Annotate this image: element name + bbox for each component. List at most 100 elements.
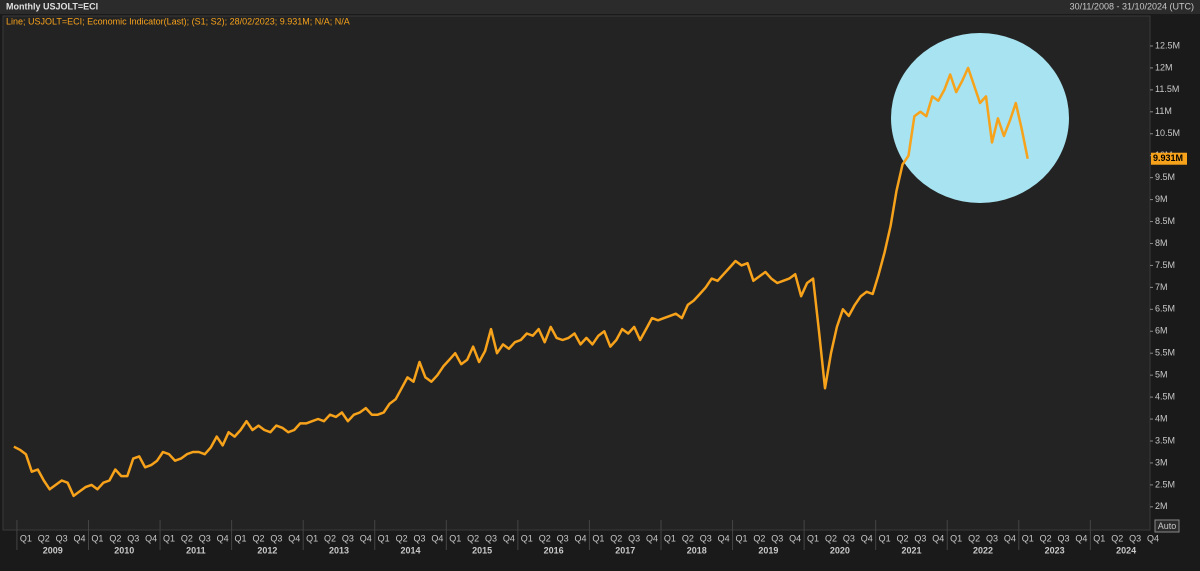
- x-quarter-label: Q2: [324, 533, 336, 543]
- x-quarter-label: Q3: [127, 533, 139, 543]
- y-tick-label: 12M: [1155, 62, 1173, 72]
- highlight-circle: [891, 33, 1069, 203]
- x-year-label: 2020: [830, 545, 850, 555]
- last-value-tag: [1151, 152, 1187, 165]
- x-quarter-label: Q3: [485, 533, 497, 543]
- chart-title: Monthly USJOLT=ECI: [6, 1, 98, 11]
- x-quarter-label: Q3: [56, 533, 68, 543]
- x-quarter-label: Q1: [378, 533, 390, 543]
- x-quarter-label: Q3: [771, 533, 783, 543]
- x-quarter-label: Q2: [467, 533, 479, 543]
- x-quarter-label: Q2: [181, 533, 193, 543]
- y-tick-label: 9.5M: [1155, 172, 1175, 182]
- x-quarter-label: Q1: [664, 533, 676, 543]
- x-quarter-label: Q2: [38, 533, 50, 543]
- x-quarter-label: Q4: [574, 533, 586, 543]
- x-quarter-label: Q4: [1075, 533, 1087, 543]
- x-year-label: 2016: [544, 545, 564, 555]
- x-quarter-label: Q4: [288, 533, 300, 543]
- x-year-label: 2024: [1116, 545, 1136, 555]
- x-quarter-label: Q2: [682, 533, 694, 543]
- y-tick-label: 3.5M: [1155, 435, 1175, 445]
- x-quarter-label: Q4: [217, 533, 229, 543]
- y-tick-label: 9M: [1155, 194, 1168, 204]
- x-quarter-label: Q1: [521, 533, 533, 543]
- x-quarter-label: Q4: [1004, 533, 1016, 543]
- x-quarter-label: Q4: [145, 533, 157, 543]
- y-tick-label: 6.5M: [1155, 304, 1175, 314]
- x-year-label: 2013: [329, 545, 349, 555]
- x-year-label: 2012: [257, 545, 277, 555]
- x-quarter-label: Q1: [1022, 533, 1034, 543]
- y-tick-label: 3M: [1155, 457, 1168, 467]
- auto-button-label[interactable]: Auto: [1158, 521, 1177, 531]
- x-quarter-label: Q4: [503, 533, 515, 543]
- x-quarter-label: Q4: [431, 533, 443, 543]
- x-quarter-label: Q1: [735, 533, 747, 543]
- x-quarter-label: Q4: [1147, 533, 1159, 543]
- x-quarter-label: Q4: [718, 533, 730, 543]
- x-year-label: 2010: [114, 545, 134, 555]
- x-quarter-label: Q3: [986, 533, 998, 543]
- x-quarter-label: Q3: [1129, 533, 1141, 543]
- y-tick-label: 5M: [1155, 370, 1168, 380]
- x-quarter-label: Q3: [199, 533, 211, 543]
- y-tick-label: 4M: [1155, 413, 1168, 423]
- x-quarter-label: Q4: [861, 533, 873, 543]
- x-quarter-label: Q3: [413, 533, 425, 543]
- x-quarter-label: Q3: [557, 533, 569, 543]
- header-bar: [0, 0, 1200, 14]
- y-tick-label: 2.5M: [1155, 479, 1175, 489]
- x-quarter-label: Q4: [74, 533, 86, 543]
- legend-entry: Line; USJOLT=ECI; Economic Indicator(Las…: [6, 16, 350, 26]
- x-year-label: 2022: [973, 545, 993, 555]
- y-tick-label: 12.5M: [1155, 40, 1180, 50]
- date-range: 30/11/2008 - 31/10/2024 (UTC): [1070, 1, 1194, 11]
- x-quarter-label: Q3: [628, 533, 640, 543]
- y-tick-label: 10.5M: [1155, 128, 1180, 138]
- x-quarter-label: Q2: [252, 533, 264, 543]
- x-year-label: 2021: [901, 545, 921, 555]
- x-quarter-label: Q3: [270, 533, 282, 543]
- last-value-label: 9.931M: [1153, 153, 1183, 163]
- x-quarter-label: Q2: [396, 533, 408, 543]
- x-quarter-label: Q1: [950, 533, 962, 543]
- y-tick-label: 11.5M: [1155, 84, 1179, 94]
- series-line: [13, 66, 1029, 498]
- x-year-label: 2023: [1045, 545, 1065, 555]
- x-quarter-label: Q4: [932, 533, 944, 543]
- x-quarter-label: Q1: [306, 533, 318, 543]
- x-year-label: 2011: [186, 545, 206, 555]
- x-quarter-label: Q4: [646, 533, 658, 543]
- x-quarter-label: Q1: [235, 533, 247, 543]
- y-tick-label: 2M: [1155, 501, 1168, 511]
- auto-button[interactable]: [1154, 519, 1180, 533]
- x-year-label: 2014: [401, 545, 421, 555]
- y-tick-label: 8M: [1155, 238, 1168, 248]
- y-tick-label: 4.5M: [1155, 391, 1175, 401]
- y-tick-label: 7.5M: [1155, 260, 1175, 270]
- x-quarter-label: Q3: [914, 533, 926, 543]
- x-quarter-label: Q2: [539, 533, 551, 543]
- x-quarter-label: Q2: [968, 533, 980, 543]
- x-quarter-label: Q3: [700, 533, 712, 543]
- x-quarter-label: Q1: [807, 533, 819, 543]
- x-year-label: 2018: [687, 545, 707, 555]
- x-quarter-label: Q4: [360, 533, 372, 543]
- x-quarter-label: Q3: [1058, 533, 1070, 543]
- y-tick-label: 5.5M: [1155, 348, 1175, 358]
- y-tick-label: 7M: [1155, 282, 1168, 292]
- x-quarter-label: Q1: [879, 533, 891, 543]
- x-quarter-label: Q2: [897, 533, 909, 543]
- x-year-label: 2017: [615, 545, 635, 555]
- x-quarter-label: Q1: [91, 533, 103, 543]
- x-quarter-label: Q2: [753, 533, 765, 543]
- x-year-label: 2009: [43, 545, 63, 555]
- x-quarter-label: Q1: [1093, 533, 1105, 543]
- x-quarter-label: Q3: [342, 533, 354, 543]
- x-quarter-label: Q2: [109, 533, 121, 543]
- x-quarter-label: Q2: [610, 533, 622, 543]
- x-quarter-label: Q1: [592, 533, 604, 543]
